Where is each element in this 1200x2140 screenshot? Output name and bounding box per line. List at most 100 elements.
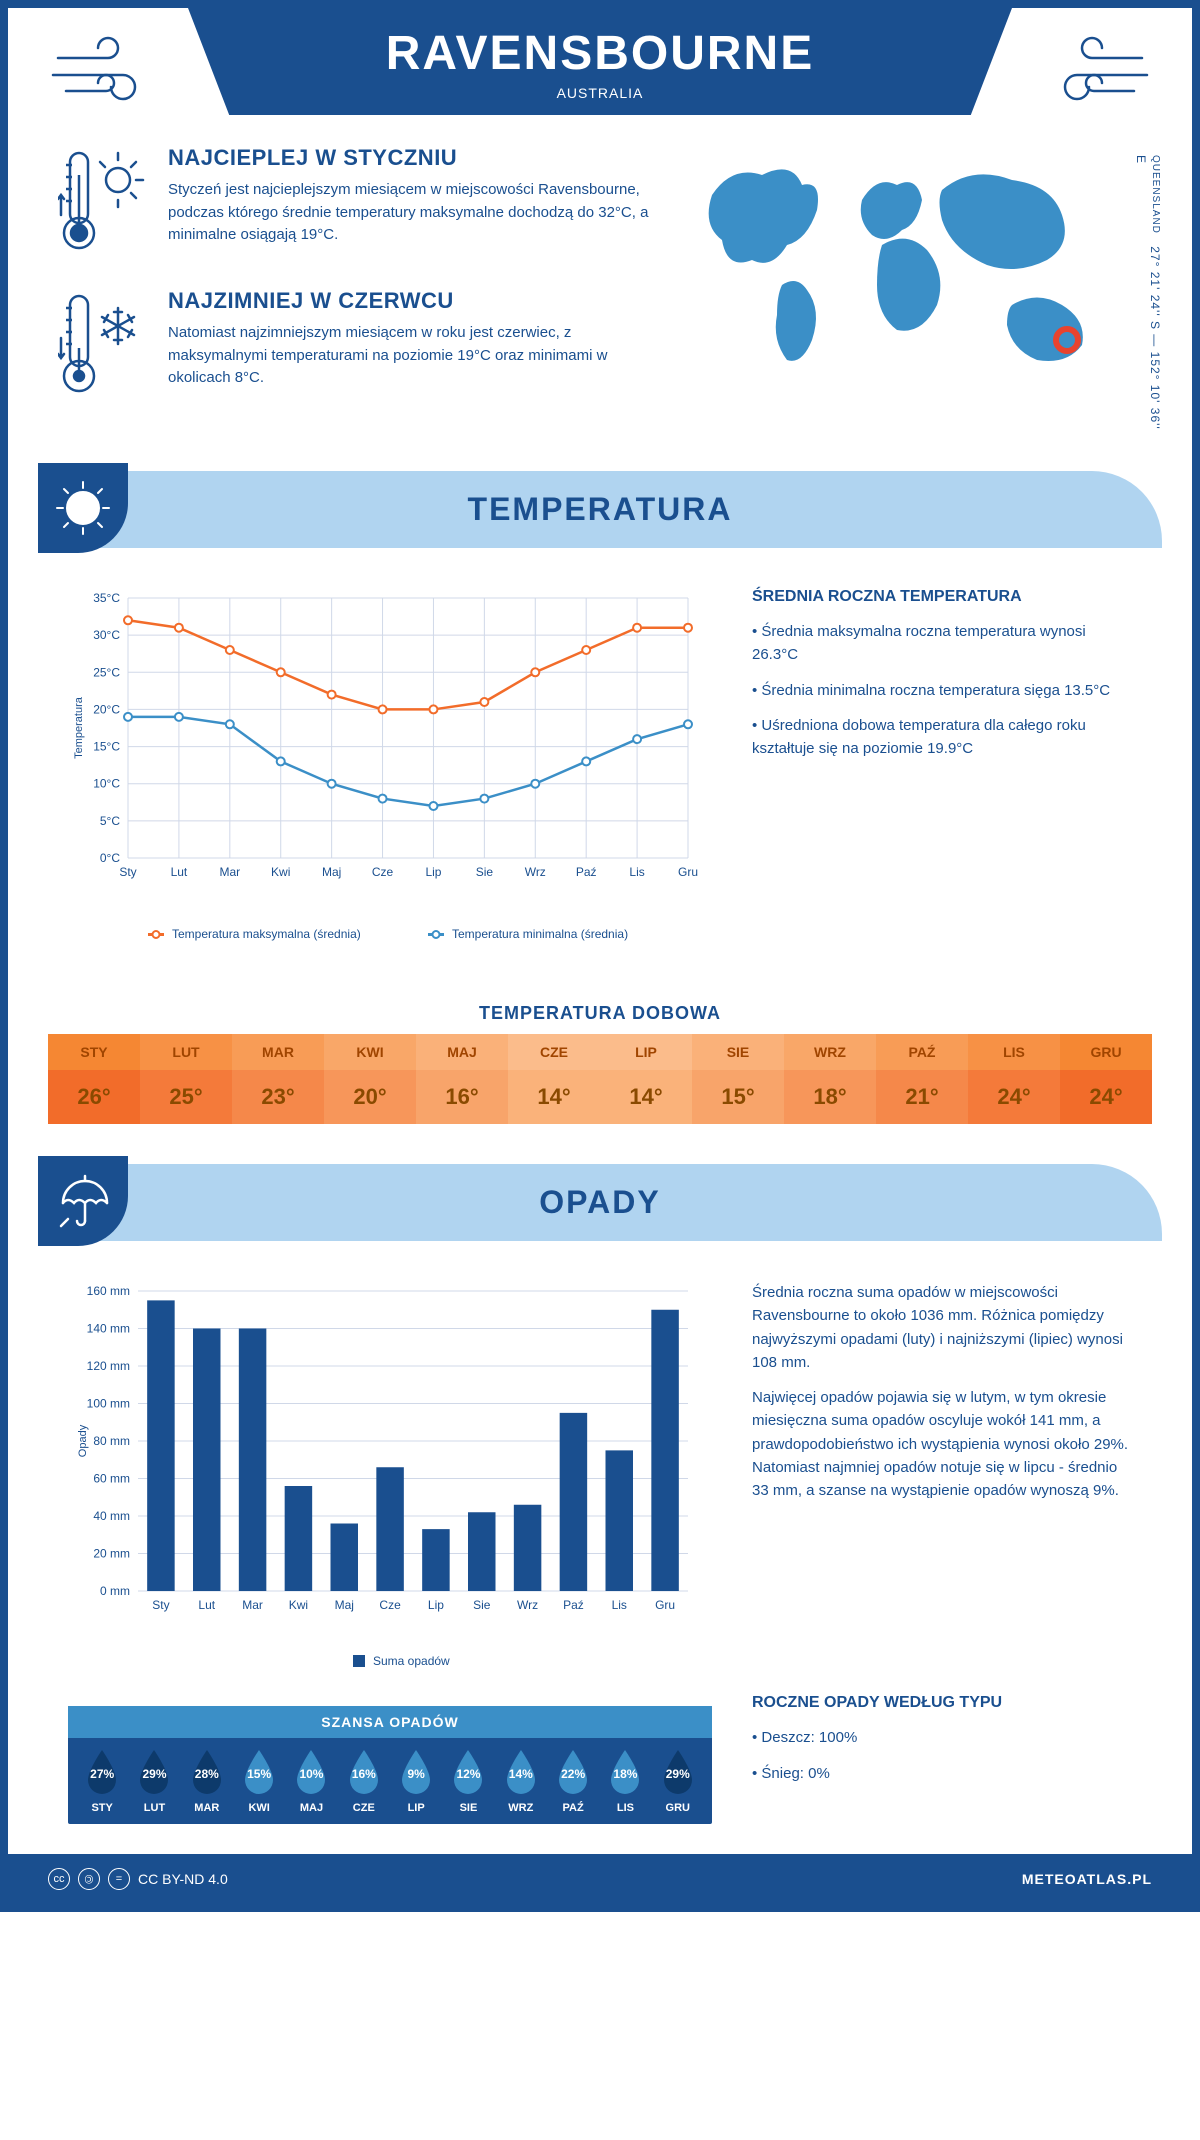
chance-cell: 12%SIE — [442, 1748, 494, 1814]
svg-text:Kwi: Kwi — [289, 1598, 308, 1612]
chance-cell: 18%LIS — [599, 1748, 651, 1814]
wind-icon-right — [1042, 33, 1152, 118]
svg-text:10°C: 10°C — [93, 777, 120, 791]
chance-cell: 15%KWI — [233, 1748, 285, 1814]
temp-cell: SIE15° — [692, 1034, 784, 1124]
svg-text:20 mm: 20 mm — [93, 1547, 130, 1561]
daily-temp-title: TEMPERATURA DOBOWA — [8, 1003, 1192, 1024]
intro-row: NAJCIEPLEJ W STYCZNIU Styczeń jest najci… — [8, 115, 1192, 461]
svg-text:Wrz: Wrz — [517, 1598, 538, 1612]
rain-title: OPADY — [38, 1184, 1162, 1221]
svg-text:Maj: Maj — [322, 865, 341, 879]
chance-table: SZANSA OPADÓW 27%STY29%LUT28%MAR15%KWI10… — [68, 1706, 712, 1824]
temp-stats-title: ŚREDNIA ROCZNA TEMPERATURA — [752, 588, 1132, 606]
svg-text:Paź: Paź — [563, 1598, 584, 1612]
rain-section-header: OPADY — [38, 1164, 1162, 1241]
temp-cell: KWI20° — [324, 1034, 416, 1124]
chance-row: 27%STY29%LUT28%MAR15%KWI10%MAJ16%CZE9%LI… — [68, 1738, 712, 1824]
svg-text:Sty: Sty — [119, 865, 136, 879]
svg-text:Sie: Sie — [473, 1598, 491, 1612]
temp-cell: MAJ16° — [416, 1034, 508, 1124]
warmest-title: NAJCIEPLEJ W STYCZNIU — [168, 145, 652, 171]
svg-text:Lis: Lis — [629, 865, 644, 879]
rain-chart-col: 0 mm20 mm40 mm60 mm80 mm100 mm120 mm140 … — [68, 1281, 712, 1824]
temp-cell: CZE14° — [508, 1034, 600, 1124]
map-col: QUEENSLAND 27° 21' 24'' S — 152° 10' 36'… — [682, 145, 1142, 431]
temp-cell: MAR23° — [232, 1034, 324, 1124]
svg-text:Cze: Cze — [379, 1598, 401, 1612]
temp-section-header: TEMPERATURA — [38, 471, 1162, 548]
thermometer-snow-icon — [58, 288, 148, 403]
svg-text:35°C: 35°C — [93, 591, 120, 605]
chance-cell: 28%MAR — [181, 1748, 233, 1814]
svg-text:120 mm: 120 mm — [87, 1359, 130, 1373]
temp-content: 0°C5°C10°C15°C20°C25°C30°C35°CStyLutMarK… — [8, 558, 1192, 993]
temp-cell: LUT25° — [140, 1034, 232, 1124]
rain-content: 0 mm20 mm40 mm60 mm80 mm100 mm120 mm140 … — [8, 1251, 1192, 1854]
svg-text:Cze: Cze — [372, 865, 394, 879]
nd-icon: = — [108, 1868, 130, 1890]
chance-cell: 29%GRU — [652, 1748, 704, 1814]
intro-text-col: NAJCIEPLEJ W STYCZNIU Styczeń jest najci… — [58, 145, 652, 431]
svg-text:Temperatura minimalna (średnia: Temperatura minimalna (średnia) — [452, 927, 628, 941]
warmest-block: NAJCIEPLEJ W STYCZNIU Styczeń jest najci… — [58, 145, 652, 260]
svg-text:Gru: Gru — [655, 1598, 675, 1612]
svg-text:Wrz: Wrz — [525, 865, 546, 879]
svg-text:Lip: Lip — [428, 1598, 444, 1612]
svg-text:0 mm: 0 mm — [100, 1584, 130, 1598]
svg-text:25°C: 25°C — [93, 665, 120, 679]
svg-text:160 mm: 160 mm — [87, 1284, 130, 1298]
svg-text:Lip: Lip — [425, 865, 441, 879]
warmest-desc: Styczeń jest najcieplejszym miesiącem w … — [168, 179, 652, 247]
chance-cell: 9%LIP — [390, 1748, 442, 1814]
title-banner: RAVENSBOURNE AUSTRALIA — [188, 8, 1012, 115]
svg-text:Temperatura maksymalna (średni: Temperatura maksymalna (średnia) — [172, 927, 361, 941]
temp-title: TEMPERATURA — [38, 491, 1162, 528]
location-title: RAVENSBOURNE — [188, 26, 1012, 81]
svg-text:0°C: 0°C — [100, 851, 120, 865]
region-label: QUEENSLAND — [1150, 155, 1161, 234]
umbrella-icon — [38, 1156, 128, 1246]
temp-cell: GRU24° — [1060, 1034, 1152, 1124]
svg-text:Mar: Mar — [242, 1598, 263, 1612]
temp-cell: LIS24° — [968, 1034, 1060, 1124]
chance-title: SZANSA OPADÓW — [68, 1706, 712, 1738]
rain-text: Średnia roczna suma opadów w miejscowośc… — [752, 1281, 1132, 1824]
svg-text:Maj: Maj — [335, 1598, 354, 1612]
wind-icon-left — [48, 33, 158, 118]
temp-chart: 0°C5°C10°C15°C20°C25°C30°C35°CStyLutMarK… — [68, 588, 712, 963]
header-wrap: RAVENSBOURNE AUSTRALIA — [8, 8, 1192, 115]
svg-text:Gru: Gru — [678, 865, 698, 879]
svg-text:80 mm: 80 mm — [93, 1434, 130, 1448]
page: RAVENSBOURNE AUSTRALIA NAJCIEPLEJ W STYC… — [0, 0, 1200, 1912]
chance-cell: 14%WRZ — [495, 1748, 547, 1814]
footer: cc 🄯 = CC BY-ND 4.0 METEOATLAS.PL — [8, 1854, 1192, 1904]
svg-text:60 mm: 60 mm — [93, 1472, 130, 1486]
warmest-text: NAJCIEPLEJ W STYCZNIU Styczeń jest najci… — [168, 145, 652, 260]
temp-cell: PAŹ21° — [876, 1034, 968, 1124]
chance-cell: 22%PAŹ — [547, 1748, 599, 1814]
rain-para-1: Średnia roczna suma opadów w miejscowośc… — [752, 1281, 1132, 1374]
coordinates: QUEENSLAND 27° 21' 24'' S — 152° 10' 36'… — [1134, 155, 1162, 431]
svg-text:40 mm: 40 mm — [93, 1509, 130, 1523]
rain-para-2: Najwięcej opadów pojawia się w lutym, w … — [752, 1386, 1132, 1502]
rain-type-item: Deszcz: 100% — [752, 1726, 1132, 1749]
chance-cell: 29%LUT — [128, 1748, 180, 1814]
temp-stats-list: Średnia maksymalna roczna temperatura wy… — [752, 620, 1132, 760]
license-text: CC BY-ND 4.0 — [138, 1871, 228, 1887]
svg-text:100 mm: 100 mm — [87, 1397, 130, 1411]
svg-text:Kwi: Kwi — [271, 865, 290, 879]
sun-icon — [38, 463, 128, 553]
svg-text:15°C: 15°C — [93, 740, 120, 754]
rain-type-item: Śnieg: 0% — [752, 1762, 1132, 1785]
svg-text:Sie: Sie — [476, 865, 494, 879]
svg-text:Suma opadów: Suma opadów — [373, 1654, 450, 1668]
license: cc 🄯 = CC BY-ND 4.0 — [48, 1868, 228, 1890]
rain-type-title: ROCZNE OPADY WEDŁUG TYPU — [752, 1694, 1132, 1712]
svg-text:Paź: Paź — [576, 865, 597, 879]
cc-icon: cc — [48, 1868, 70, 1890]
temp-stats: ŚREDNIA ROCZNA TEMPERATURA Średnia maksy… — [752, 588, 1132, 963]
svg-text:Opady: Opady — [77, 1424, 89, 1457]
svg-text:5°C: 5°C — [100, 814, 120, 828]
coldest-block: NAJZIMNIEJ W CZERWCU Natomiast najzimnie… — [58, 288, 652, 403]
